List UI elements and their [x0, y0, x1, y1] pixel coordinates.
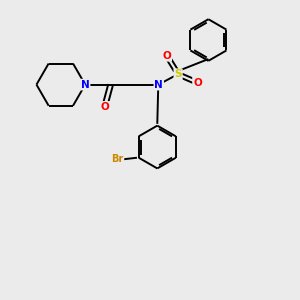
Text: O: O	[101, 102, 110, 112]
Text: S: S	[174, 69, 182, 79]
Text: Br: Br	[111, 154, 124, 164]
Text: O: O	[193, 77, 202, 88]
Text: O: O	[162, 51, 171, 61]
Text: N: N	[81, 80, 90, 90]
Text: N: N	[154, 80, 163, 90]
